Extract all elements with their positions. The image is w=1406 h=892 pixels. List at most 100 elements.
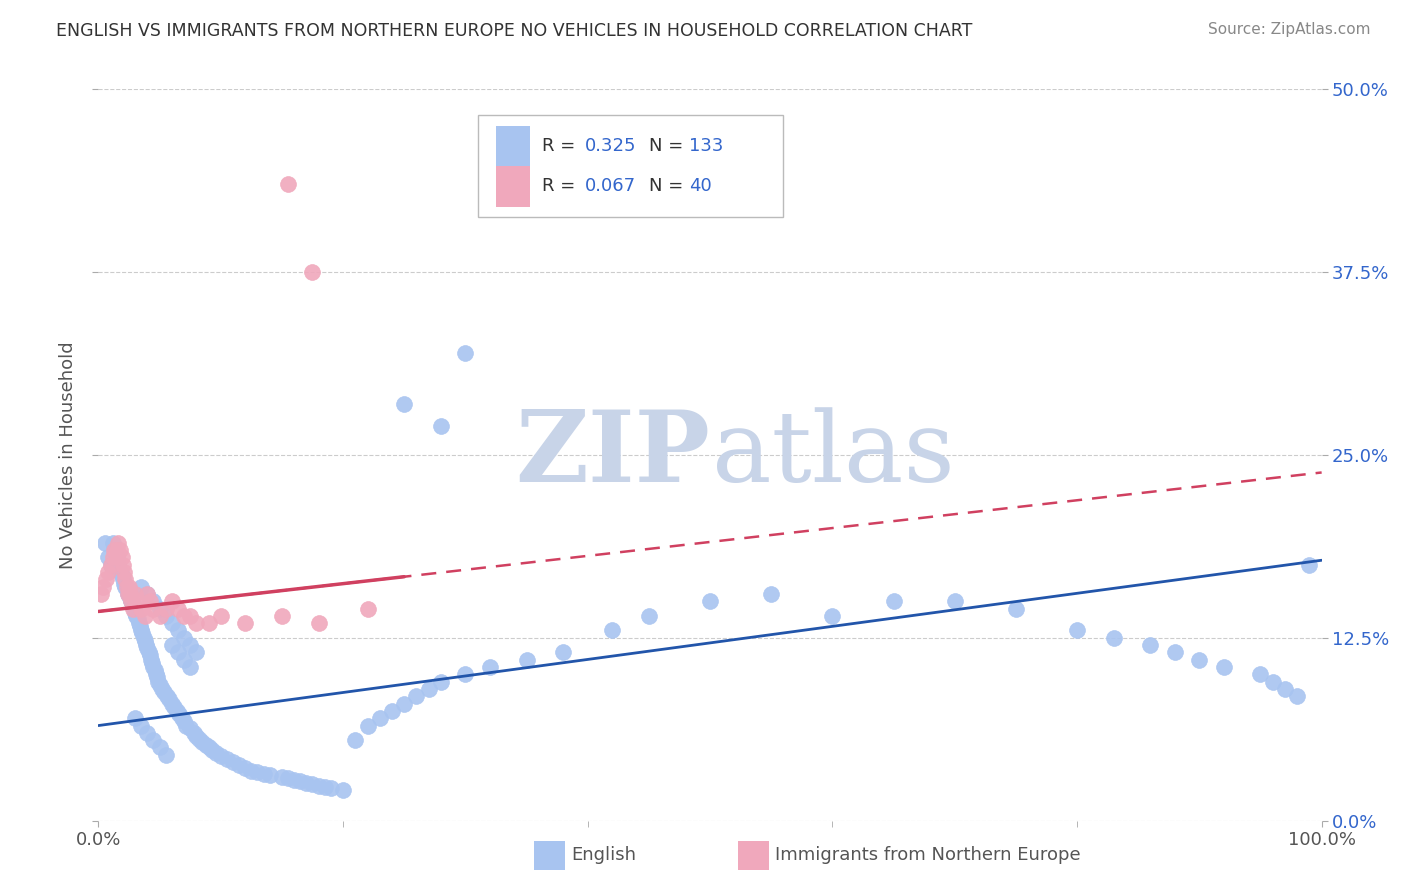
Point	[186, 645, 208, 659]
Point	[166, 704, 188, 718]
Point	[252, 767, 274, 781]
Point	[143, 663, 166, 677]
Point	[138, 645, 160, 659]
Point	[121, 597, 143, 611]
Point	[167, 645, 190, 659]
Point	[392, 697, 416, 711]
Text: N =: N =	[650, 137, 689, 155]
Point	[173, 714, 195, 728]
Point	[129, 619, 152, 633]
Point	[150, 681, 173, 696]
Text: R =: R =	[543, 137, 582, 155]
Text: ENGLISH VS IMMIGRANTS FROM NORTHERN EUROPE NO VEHICLES IN HOUSEHOLD CORRELATION : ENGLISH VS IMMIGRANTS FROM NORTHERN EURO…	[56, 22, 973, 40]
Point	[91, 580, 114, 594]
Point	[186, 729, 208, 743]
Text: 40: 40	[689, 178, 711, 195]
Point	[100, 558, 122, 572]
Point	[1261, 674, 1284, 689]
Point	[1102, 631, 1125, 645]
Point	[186, 616, 208, 631]
Point	[209, 608, 232, 623]
Point	[295, 775, 318, 789]
Point	[319, 781, 342, 796]
Point	[176, 718, 198, 732]
Point	[197, 616, 219, 631]
Point	[97, 565, 120, 579]
Point	[290, 774, 312, 789]
Point	[117, 587, 139, 601]
Point	[160, 697, 183, 711]
Text: ZIP: ZIP	[515, 407, 710, 503]
Point	[142, 733, 165, 747]
Point	[277, 771, 299, 785]
Point	[155, 601, 177, 615]
Point	[120, 591, 142, 606]
Point	[1249, 667, 1271, 681]
Point	[149, 608, 172, 623]
Point	[129, 580, 152, 594]
Point	[114, 572, 136, 586]
Point	[149, 740, 172, 755]
Point	[283, 772, 305, 787]
FancyBboxPatch shape	[496, 167, 530, 207]
Point	[1066, 624, 1088, 638]
Point	[112, 576, 135, 591]
Text: R =: R =	[543, 178, 582, 195]
Point	[128, 616, 150, 631]
Point	[943, 594, 966, 608]
Point	[139, 594, 162, 608]
Point	[381, 704, 404, 718]
Point	[179, 722, 201, 736]
Point	[270, 608, 294, 623]
Point	[127, 594, 149, 608]
Point	[215, 752, 238, 766]
Point	[136, 587, 159, 601]
Point	[129, 601, 152, 615]
Point	[110, 543, 132, 558]
Point	[134, 633, 156, 648]
Point	[155, 608, 177, 623]
Point	[1164, 645, 1187, 659]
Point	[179, 638, 201, 652]
Point	[301, 777, 323, 791]
Point	[356, 601, 378, 615]
Text: 133: 133	[689, 137, 724, 155]
Point	[240, 764, 263, 778]
Point	[97, 550, 120, 565]
Point	[120, 587, 142, 601]
FancyBboxPatch shape	[496, 126, 530, 167]
Point	[1298, 558, 1320, 572]
Point	[111, 567, 134, 582]
Point	[112, 565, 135, 579]
Point	[153, 685, 176, 699]
Point	[145, 667, 167, 681]
Point	[117, 587, 139, 601]
Point	[430, 674, 453, 689]
Point	[139, 648, 162, 663]
Point	[160, 638, 183, 652]
Point	[201, 743, 224, 757]
Point	[195, 738, 218, 752]
Point	[478, 660, 501, 674]
Point	[141, 656, 163, 670]
Point	[136, 640, 159, 655]
Text: N =: N =	[650, 178, 689, 195]
Point	[135, 638, 157, 652]
Point	[344, 733, 367, 747]
Point	[183, 726, 205, 740]
Point	[314, 780, 336, 794]
Point	[134, 608, 156, 623]
Point	[125, 608, 148, 623]
Y-axis label: No Vehicles in Household: No Vehicles in Household	[59, 341, 77, 569]
Text: 0.067: 0.067	[585, 178, 637, 195]
Point	[368, 711, 391, 725]
Point	[600, 624, 623, 638]
Point	[454, 667, 477, 681]
Point	[160, 616, 183, 631]
Point	[120, 594, 142, 608]
Point	[205, 747, 228, 761]
Point	[197, 740, 219, 755]
Point	[100, 558, 122, 572]
Point	[515, 653, 537, 667]
Point	[103, 543, 125, 558]
